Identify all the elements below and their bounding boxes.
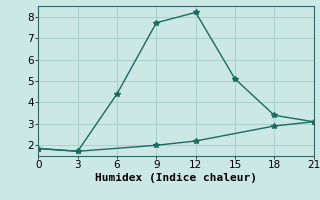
X-axis label: Humidex (Indice chaleur): Humidex (Indice chaleur) <box>95 173 257 183</box>
